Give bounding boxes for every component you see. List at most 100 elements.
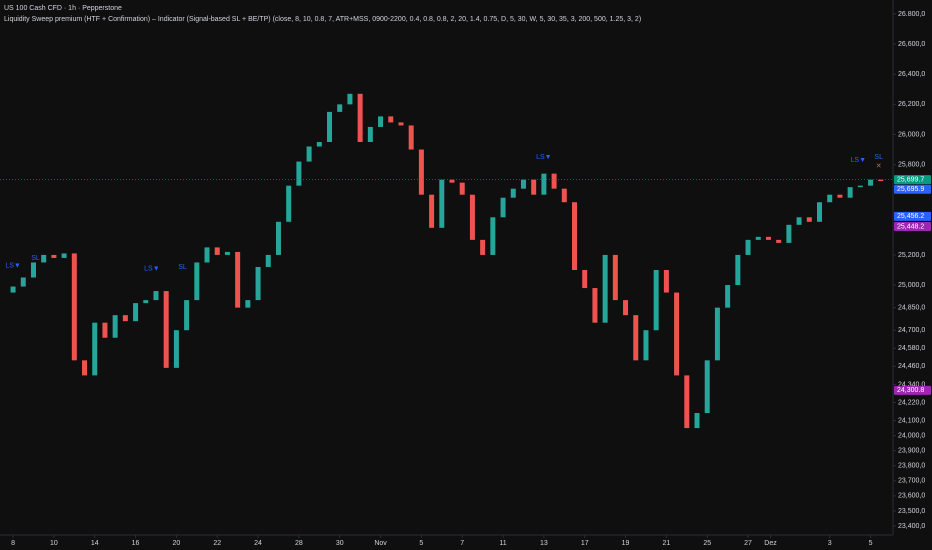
- x-tick-label: 28: [295, 540, 303, 547]
- candle: [623, 300, 629, 316]
- candle: [612, 254, 618, 301]
- candle: [255, 266, 261, 301]
- candle: [776, 239, 782, 243]
- x-tick-label: 25: [703, 540, 711, 547]
- x-tick-label: 19: [622, 540, 630, 547]
- candle: [337, 104, 343, 112]
- candle: [602, 254, 608, 323]
- candle: [306, 146, 312, 162]
- x-tick-label: 24: [254, 540, 262, 547]
- candle: [694, 413, 700, 429]
- candle: [633, 315, 639, 361]
- candle: [837, 194, 843, 198]
- price-tag-label: 24,300.8: [897, 387, 924, 394]
- candle: [92, 322, 98, 376]
- x-tick-label: 17: [581, 540, 589, 547]
- y-tick-label: 24,100,0: [898, 417, 925, 424]
- price-tag-label: 25,456.2: [897, 213, 924, 220]
- candle: [725, 285, 731, 308]
- y-tick-label: 24,460,0: [898, 363, 925, 370]
- candle: [480, 239, 486, 255]
- candle: [265, 254, 271, 267]
- price-tag-label: 25,699.7: [897, 177, 924, 184]
- candle: [469, 194, 475, 240]
- price-tag-label: 25,695.9: [897, 186, 924, 193]
- candle: [30, 262, 36, 278]
- candle: [765, 236, 771, 240]
- candle: [184, 300, 190, 331]
- y-tick-label: 26,000,0: [898, 131, 925, 138]
- candle: [194, 262, 200, 301]
- y-tick-label: 23,900,0: [898, 448, 925, 455]
- candle: [429, 194, 435, 228]
- candle: [878, 179, 884, 182]
- candle: [817, 202, 823, 222]
- candle: [847, 187, 853, 198]
- x-tick-label: 5: [419, 540, 423, 547]
- candle: [286, 185, 292, 222]
- candle: [327, 111, 333, 142]
- x-tick-label: 27: [744, 540, 752, 547]
- candle: [827, 194, 833, 203]
- x-tick-label: 10: [50, 540, 58, 547]
- y-tick-label: 25,200,0: [898, 252, 925, 259]
- candle: [755, 236, 761, 240]
- candle: [857, 185, 863, 188]
- candle: [112, 315, 118, 338]
- candle: [378, 116, 384, 127]
- candle: [868, 179, 874, 186]
- candle: [82, 360, 88, 376]
- x-tick-label: 21: [662, 540, 670, 547]
- candle: [520, 179, 526, 189]
- y-tick-label: 24,340,0: [898, 381, 925, 388]
- price-tag: [894, 222, 931, 232]
- y-tick-label: 25,800,0: [898, 161, 925, 168]
- indicator-label: Liquidity Sweep premium (HTF + Confirmat…: [4, 16, 641, 23]
- chart-title: US 100 Cash CFD · 1h · Pepperstone: [4, 5, 122, 12]
- candle: [398, 122, 404, 126]
- candle: [71, 253, 77, 361]
- candle: [204, 247, 210, 263]
- x-tick-label: 20: [172, 540, 180, 547]
- signal-marker: SL: [874, 154, 883, 161]
- y-tick-label: 24,220,0: [898, 399, 925, 406]
- candle: [153, 291, 159, 301]
- candle: [663, 269, 669, 293]
- y-tick-label: 24,000,0: [898, 432, 925, 439]
- candle: [582, 269, 588, 289]
- candle: [102, 322, 108, 338]
- candle: [714, 307, 720, 361]
- candle: [572, 202, 578, 270]
- y-tick-label: 23,500,0: [898, 508, 925, 515]
- candle: [388, 116, 394, 123]
- candle: [245, 300, 251, 308]
- candle: [674, 292, 680, 376]
- price-tag: [894, 184, 931, 194]
- candle: [275, 221, 281, 255]
- y-tick-label: 24,580,0: [898, 345, 925, 352]
- signal-marker: LS▼: [851, 157, 867, 164]
- x-tick-label: 13: [540, 540, 548, 547]
- candle: [143, 300, 149, 304]
- candle: [163, 291, 169, 368]
- candle: [643, 330, 649, 361]
- candle: [500, 197, 506, 218]
- x-tick-label: 7: [460, 540, 464, 547]
- candle: [316, 141, 322, 147]
- candle: [796, 217, 802, 225]
- candle: [41, 254, 47, 263]
- candle: [531, 179, 537, 195]
- candle: [418, 149, 424, 195]
- candle: [551, 173, 557, 189]
- candle: [653, 269, 659, 331]
- candle: [367, 126, 373, 142]
- signal-marker: LS▼: [144, 265, 160, 272]
- y-tick-label: 24,850,0: [898, 304, 925, 311]
- x-tick-label: 14: [91, 540, 99, 547]
- candle: [133, 303, 139, 322]
- y-tick-label: 23,400,0: [898, 523, 925, 530]
- candle: [61, 253, 67, 258]
- candle: [214, 247, 220, 255]
- candle: [347, 93, 353, 105]
